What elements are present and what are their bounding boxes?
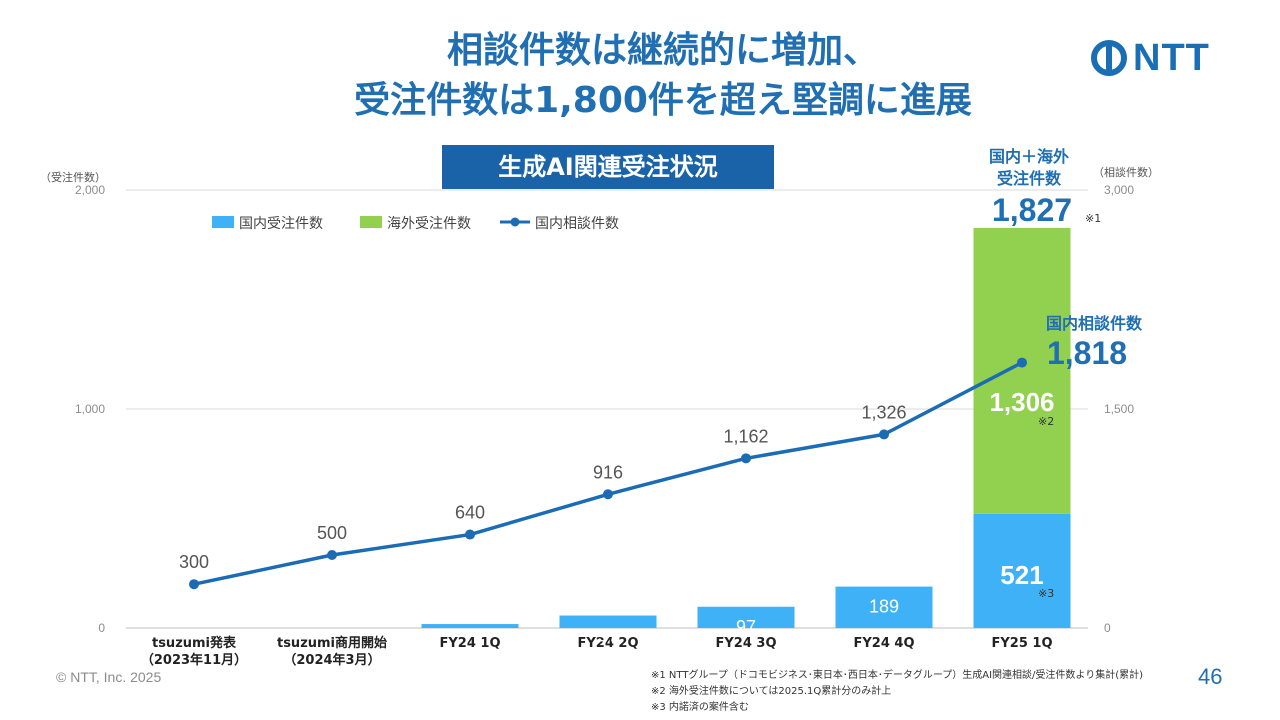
left-axis-title: （受注件数） [40, 170, 106, 184]
domestic-bar [559, 615, 657, 628]
page-title: 相談件数は継続的に増加、 受注件数は1,800件を超え堅調に進展 [0, 26, 1280, 126]
consult-title: 国内相談件数 [1046, 314, 1143, 333]
logo-text: NTT [1133, 37, 1210, 79]
category-label: FY24 1Q [439, 636, 500, 651]
category-label: （2023年11月） [141, 652, 247, 668]
domestic-bar [835, 586, 933, 628]
right-tick-label: 1,500 [1104, 402, 1134, 416]
legend-label-overseas: 海外受注件数 [387, 216, 471, 232]
domestic-bar-label: 97 [736, 617, 756, 637]
domestic-note: ※3 [1038, 587, 1054, 600]
chart-subtitle: 生成AI関連受注状況 [442, 145, 774, 189]
category-label: FY24 3Q [715, 636, 776, 651]
consultation-label: 500 [317, 523, 347, 543]
consultation-point [879, 429, 889, 440]
consultation-label: 1,162 [723, 426, 768, 446]
consultation-point [327, 550, 337, 560]
consultation-label: 916 [593, 462, 623, 482]
legend-label-consultation: 国内相談件数 [535, 216, 619, 232]
left-tick-label: 1,000 [75, 402, 105, 416]
copyright: © NTT, Inc. 2025 [56, 669, 162, 685]
category-label: tsuzumi商用開始 [277, 635, 387, 651]
overseas-note: ※2 [1038, 415, 1054, 428]
overseas-bar [973, 227, 1071, 514]
left-tick-label: 2,000 [75, 183, 105, 197]
right-tick-label: 0 [1104, 621, 1111, 635]
consultation-label: 640 [455, 503, 485, 523]
overseas-bar-label: 1,306 [989, 387, 1054, 417]
category-label: tsuzumi発表 [152, 635, 237, 651]
consultation-label: 300 [179, 552, 209, 572]
domestic-bar [973, 513, 1071, 628]
left-tick-label: 0 [98, 621, 105, 635]
legend-swatch-domestic [212, 216, 234, 228]
right-tick-label: 3,000 [1104, 183, 1134, 197]
consultation-point [1017, 357, 1027, 368]
page-number: 46 [1198, 664, 1223, 689]
title-line-1: 相談件数は継続的に増加、 [446, 30, 879, 71]
total-note: ※1 [1085, 212, 1101, 225]
total-value: 1,827 [992, 192, 1072, 228]
category-label: FY24 4Q [853, 636, 914, 651]
domestic-bar-label: 57 [598, 626, 618, 646]
footnote-1: ※1 NTTグループ（ドコモビジネス･東日本･西日本･データグループ）生成AI関… [651, 670, 1144, 681]
domestic-bar [421, 624, 519, 628]
consultation-point [465, 529, 475, 540]
total-title-line-2: 受注件数 [997, 169, 1062, 188]
footnote-3: ※3 内諾済の案件含む [651, 702, 749, 713]
category-label: FY24 2Q [577, 636, 638, 651]
ntt-logo: NTT [1091, 38, 1210, 78]
consultation-point [189, 579, 199, 590]
footnote-2: ※2 海外受注件数については2025.1Q累計分のみ計上 [651, 686, 892, 697]
consultation-label: 1,326 [861, 402, 906, 422]
domestic-bar-label: 189 [869, 597, 899, 617]
title-line-2: 受注件数は1,800件を超え堅調に進展 [354, 80, 972, 121]
legend-label-domestic: 国内受注件数 [239, 216, 323, 232]
ntt-logo-icon [1091, 40, 1127, 76]
footnotes: ※1 NTTグループ（ドコモビジネス･東日本･西日本･データグループ）生成AI関… [651, 668, 1143, 716]
consultation-point [603, 489, 613, 500]
legend-swatch-marker [510, 217, 520, 227]
category-label: FY25 1Q [991, 636, 1052, 651]
total-title-line-1: 国内＋海外 [989, 147, 1069, 166]
consult-value: 1,818 [1047, 335, 1127, 371]
domestic-bar [697, 606, 795, 628]
consultation-point [741, 453, 751, 464]
category-label: （2024年3月） [283, 652, 380, 668]
domestic-bar-label: 521 [1000, 560, 1043, 590]
legend-swatch-overseas [360, 216, 382, 228]
right-axis-title: （相談件数） [1093, 165, 1159, 179]
